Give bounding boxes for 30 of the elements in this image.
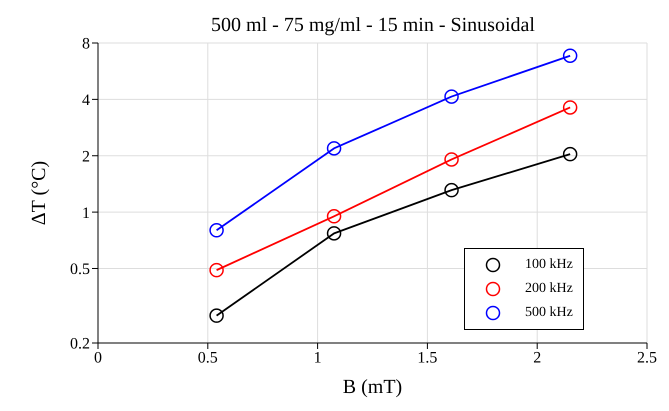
x-tick-label: 1 xyxy=(314,349,322,366)
x-tick-label: 0.5 xyxy=(198,349,218,366)
y-tick-label: 2 xyxy=(82,148,90,166)
y-tick-label: 1 xyxy=(82,204,90,222)
x-tick-label: 2 xyxy=(533,349,542,366)
point xyxy=(562,146,578,162)
x-axis-title: B (mT) xyxy=(342,376,402,398)
y-tick-label: 8 xyxy=(82,36,90,53)
legend-label: 200 kHz xyxy=(525,281,573,297)
point xyxy=(562,48,578,63)
x-tick-label: 1.5 xyxy=(417,349,438,366)
point xyxy=(562,100,578,115)
point xyxy=(326,226,342,241)
y-axis-title: ΔT (°C) xyxy=(28,160,50,226)
y-tick-label: 0.2 xyxy=(70,336,90,353)
y-tick-label: 4 xyxy=(82,92,90,110)
x-tick-label: 0 xyxy=(94,349,102,366)
point xyxy=(209,262,224,278)
x-tick-label: 2.5 xyxy=(637,349,657,366)
legend-label: 500 kHz xyxy=(525,305,573,321)
point xyxy=(444,182,459,198)
legend-label: 100 kHz xyxy=(525,257,573,273)
chart-title: 500 ml - 75 mg/ml - 15 min - Sinusoidal xyxy=(210,14,536,37)
point xyxy=(444,152,459,167)
point xyxy=(326,209,342,224)
point xyxy=(326,141,342,156)
point xyxy=(209,308,224,323)
point xyxy=(209,223,224,238)
y-tick-label: 0.5 xyxy=(70,261,90,278)
point xyxy=(444,89,459,104)
